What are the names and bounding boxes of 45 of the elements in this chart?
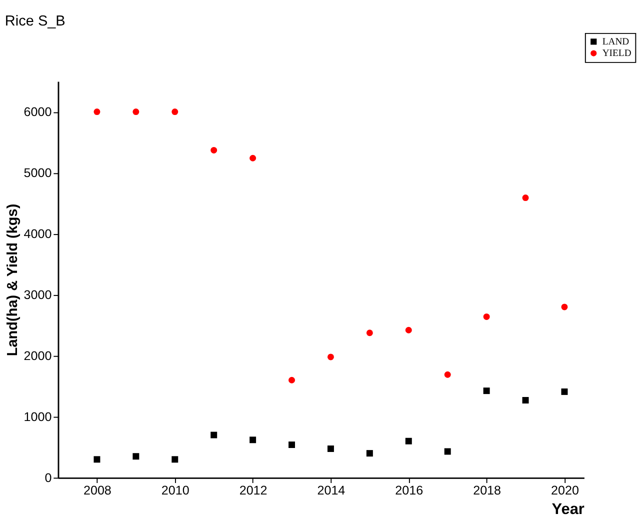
x-tick-label: 2012 — [239, 484, 268, 498]
x-tick-label: 2010 — [161, 484, 190, 498]
y-axis-title: Land(ha) & Yield (kgs) — [4, 204, 21, 356]
point — [444, 448, 451, 455]
point — [172, 456, 178, 463]
point — [94, 456, 100, 463]
point — [405, 438, 412, 444]
point — [288, 442, 296, 448]
x-tick-label: 2016 — [395, 484, 424, 498]
point — [94, 108, 100, 116]
legend-label: LAND — [602, 36, 630, 48]
chart-title: Rice S_B — [4, 14, 66, 30]
point — [444, 371, 451, 378]
point — [210, 432, 218, 438]
point — [366, 330, 373, 336]
y-tick-label: 0 — [44, 471, 52, 486]
point — [483, 313, 490, 320]
y-tick-label: 1000 — [24, 410, 52, 424]
point — [366, 450, 373, 457]
point — [132, 453, 140, 460]
point — [250, 436, 256, 444]
point — [250, 154, 256, 162]
y-tick-label: 2000 — [24, 349, 52, 364]
x-tick-label: 2008 — [83, 484, 112, 498]
point — [483, 388, 490, 394]
x-tick-label: 2020 — [551, 484, 579, 498]
point — [522, 194, 529, 202]
point — [132, 108, 140, 116]
point — [561, 388, 568, 395]
y-tick-label: 4000 — [24, 227, 52, 242]
x-tick-label: 2018 — [473, 484, 502, 498]
point — [327, 354, 334, 360]
y-tick-label: 3000 — [24, 288, 52, 302]
x-tick-label: 2014 — [317, 484, 346, 498]
point — [288, 376, 296, 384]
point — [210, 146, 218, 154]
y-tick-label: 5000 — [24, 166, 52, 180]
legend-label: YIELD — [602, 48, 632, 60]
point — [405, 326, 412, 334]
point — [561, 304, 568, 310]
point — [327, 445, 334, 452]
point — [172, 108, 178, 116]
point — [522, 397, 529, 404]
y-tick-label: 6000 — [24, 105, 52, 120]
x-axis-title: Year — [552, 500, 584, 518]
